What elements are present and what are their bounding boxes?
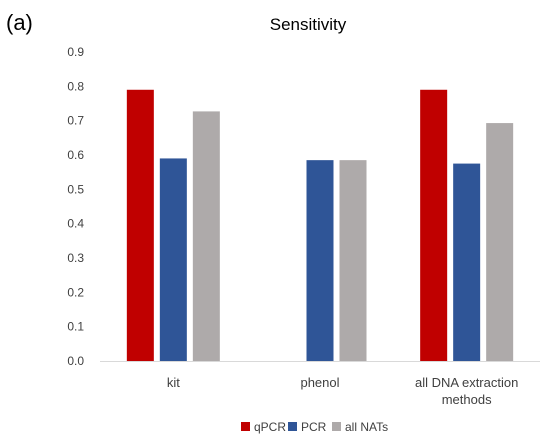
panel-label: (a) <box>6 10 33 35</box>
y-tick-label: 0.2 <box>67 285 84 299</box>
x-category-label: phenol <box>300 375 339 390</box>
y-tick-label: 0.6 <box>67 148 84 162</box>
y-tick-label: 0.5 <box>67 182 84 196</box>
legend-swatch <box>332 422 341 431</box>
x-category-label: all DNA extraction <box>415 375 518 390</box>
bar-all-nats <box>486 123 514 361</box>
bar-all-nats <box>192 111 220 361</box>
y-axis: 0.0 0.1 0.2 0.3 0.4 0.5 0.6 0.7 0.8 0.9 <box>67 45 84 368</box>
x-category-label: methods <box>442 392 492 407</box>
legend: qPCR PCR all NATs <box>241 420 388 434</box>
y-tick-label: 0.7 <box>67 114 84 128</box>
y-tick-label: 0.4 <box>67 217 84 231</box>
legend-label: qPCR <box>254 420 286 434</box>
bar-qpcr <box>126 89 154 362</box>
y-tick-label: 0.8 <box>67 79 84 93</box>
y-tick-label: 0.9 <box>67 45 84 59</box>
x-axis-labels: kit phenol all DNA extraction methods <box>167 375 518 407</box>
bar-pcr <box>159 158 187 361</box>
y-tick-label: 0.0 <box>67 354 84 368</box>
legend-swatch <box>241 422 250 431</box>
bar-all-nats <box>339 160 367 361</box>
y-tick-label: 0.3 <box>67 251 84 265</box>
bars <box>126 89 514 362</box>
legend-swatch <box>288 422 297 431</box>
legend-label: all NATs <box>345 420 388 434</box>
bar-pcr <box>306 160 334 361</box>
legend-label: PCR <box>301 420 327 434</box>
chart-title: Sensitivity <box>270 15 347 34</box>
y-tick-label: 0.1 <box>67 320 84 334</box>
bar-qpcr <box>420 89 448 362</box>
bar-pcr <box>453 163 481 361</box>
x-category-label: kit <box>167 375 180 390</box>
